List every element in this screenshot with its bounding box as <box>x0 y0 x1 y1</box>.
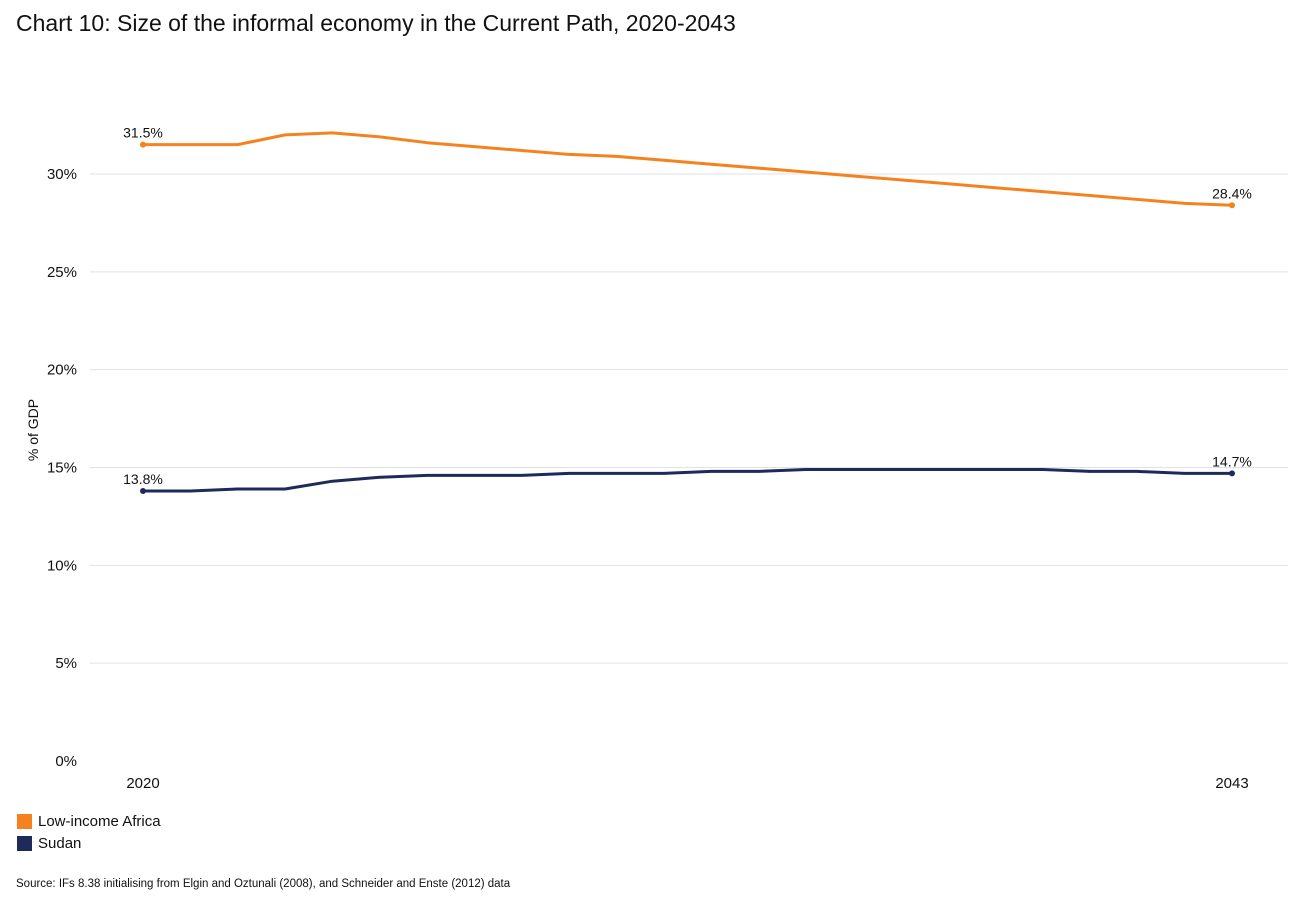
series-line-low-income-africa[interactable] <box>141 131 1234 207</box>
legend: Low-income Africa Sudan <box>17 810 161 854</box>
y-tick-label: 0% <box>55 753 77 770</box>
y-tick-label: 15% <box>47 460 77 477</box>
source-note: Source: IFs 8.38 initialising from Elgin… <box>16 878 511 890</box>
legend-label: Low-income Africa <box>38 812 161 830</box>
legend-swatch-low-income-africa <box>17 813 32 829</box>
chart-title: Chart 10: Size of the informal economy i… <box>16 10 736 36</box>
legend-label: Sudan <box>38 834 82 852</box>
data-label-start-low-income-africa: 31.5% <box>123 125 163 141</box>
gridlines <box>90 173 1288 664</box>
y-tick-label: 25% <box>47 264 77 281</box>
y-axis-ticks: 0% 5% 10% 15% 20% 25% 30% <box>47 166 77 770</box>
legend-item-low-income-africa[interactable]: Low-income Africa <box>17 810 161 832</box>
data-labels: 31.5% 28.4% 13.8% 14.7% <box>123 125 1252 487</box>
y-tick-label: 20% <box>47 362 77 379</box>
y-tick-label: 5% <box>55 655 77 672</box>
x-axis-ticks: 2020 2043 <box>126 775 1248 792</box>
series-line-sudan[interactable] <box>141 467 1234 493</box>
data-point-start-low-income-africa[interactable] <box>140 141 146 148</box>
x-tick-label: 2043 <box>1215 775 1248 792</box>
y-axis-title: % of GDP <box>25 399 41 461</box>
data-point-end-sudan[interactable] <box>1229 470 1235 477</box>
y-tick-label: 10% <box>47 557 77 574</box>
legend-item-sudan[interactable]: Sudan <box>17 832 161 854</box>
data-label-end-low-income-africa: 28.4% <box>1212 185 1252 201</box>
data-label-start-sudan: 13.8% <box>123 471 163 487</box>
series-lines <box>140 131 1235 494</box>
x-tick-label: 2020 <box>126 775 159 792</box>
y-tick-label: 30% <box>47 166 77 183</box>
data-label-end-sudan: 14.7% <box>1212 453 1252 469</box>
legend-swatch-sudan <box>17 835 32 851</box>
data-point-end-low-income-africa[interactable] <box>1229 202 1235 209</box>
data-point-start-sudan[interactable] <box>140 487 146 494</box>
